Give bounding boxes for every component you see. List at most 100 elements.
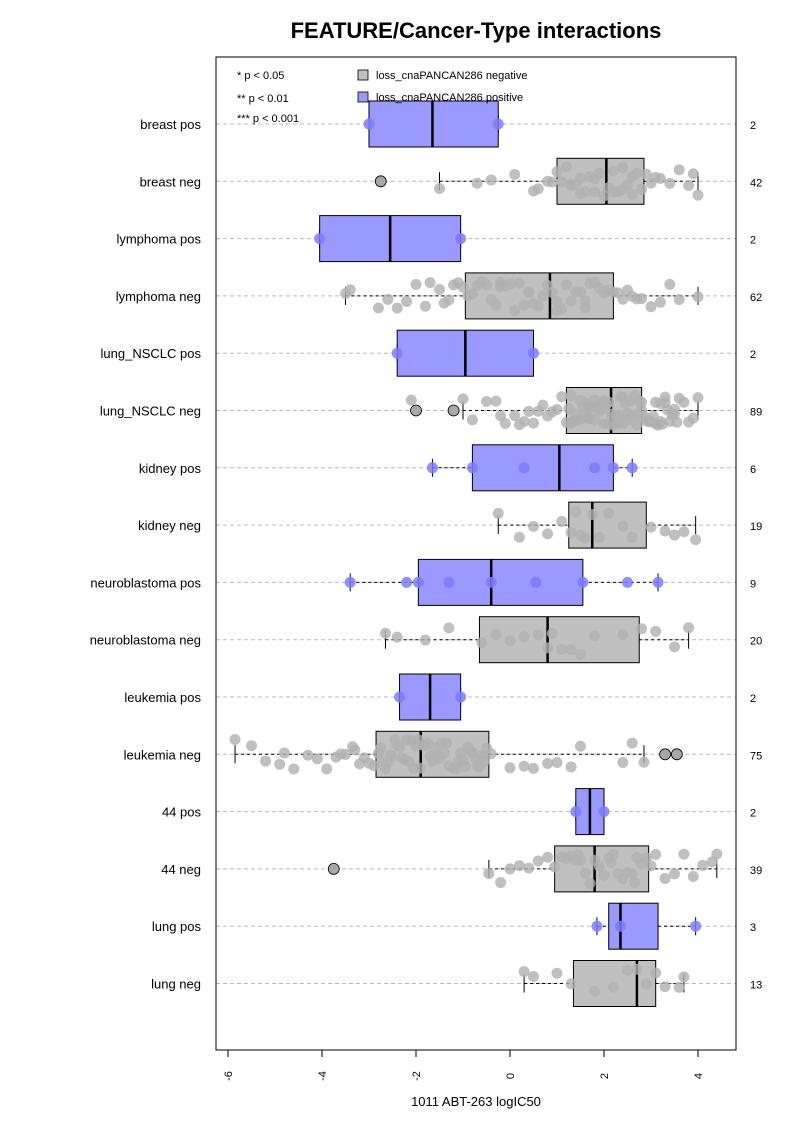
group-count: 42 [750,177,762,189]
data-point [626,462,638,474]
data-point [382,293,394,305]
legend-swatch-negative [357,69,369,81]
data-point [711,848,723,860]
data-point [636,404,648,416]
data-point [690,534,702,546]
data-point [626,868,638,880]
data-point [314,233,326,245]
group-count: 13 [750,980,762,992]
data-point [528,417,539,429]
group-label: lung_NSCLC neg [100,404,201,419]
x-tick-label: -2 [411,1071,423,1081]
data-point [650,625,662,637]
data-point [391,347,403,359]
group-count: 19 [750,521,762,533]
data-point [575,286,586,298]
data-point [347,741,359,753]
data-point [652,576,664,588]
data-point [593,532,605,544]
data-point [495,276,507,288]
data-point [434,183,445,195]
data-point [368,760,380,772]
data-point [687,871,699,883]
data-point [673,164,685,176]
data-point [391,302,403,314]
x-tick-label: -6 [223,1071,235,1081]
data-point [426,755,438,767]
data-point [436,737,448,749]
data-point [509,410,521,422]
data-point [391,631,403,643]
data-point [450,763,462,775]
data-point [614,920,626,932]
chart-title: FEATURE/Cancer-Type interactions [291,18,662,43]
data-point [492,118,504,130]
data-point [570,806,582,818]
group-count: 75 [750,750,762,762]
group-label: 44 neg [161,862,201,877]
data-point [589,630,601,642]
data-point [466,414,478,426]
data-point [481,395,492,407]
data-point [288,763,300,775]
series-legend: loss_cnaPANCAN286 negative loss_cnaPANCA… [357,69,527,104]
data-point [542,528,554,540]
data-point [565,761,577,773]
legend-swatch-positive [357,91,369,103]
data-point [659,397,671,409]
data-point [622,576,633,588]
data-point [398,753,410,765]
outlier-point [410,404,422,417]
data-point [584,877,596,889]
data-point [528,762,539,774]
data-point [518,966,530,978]
data-point [401,296,413,308]
data-point [274,758,286,770]
data-point [504,863,516,875]
group-count: 39 [750,865,762,877]
box-pos [417,558,584,606]
data-point [697,859,709,871]
data-point [690,920,702,932]
group-label: lung pos [152,919,202,934]
group-labels: breast pos breast neg lymphoma pos lymphoma… [90,117,202,992]
data-point [654,415,666,427]
data-point [363,118,375,130]
data-point [260,755,272,767]
data-point [650,967,662,979]
data-point [344,284,356,296]
sig-legend-2: ** p < 0.01 [237,93,289,105]
data-point [565,644,577,656]
group-label: lymphoma neg [116,289,201,304]
data-point [579,397,591,409]
data-point [513,531,525,543]
data-point [570,506,582,518]
data-point [384,749,396,761]
data-point [617,757,629,769]
data-point [650,848,662,860]
data-point [598,806,610,818]
data-point [455,747,467,759]
data-point [650,396,662,408]
data-point [687,412,699,424]
data-point [565,295,577,307]
data-point [556,643,568,655]
data-point [302,749,314,761]
data-point [575,188,586,200]
data-point [513,277,525,289]
data-point [551,403,563,415]
group-label: neuroblastoma pos [90,575,201,590]
data-point [408,762,420,774]
data-point [617,520,629,532]
data-point [622,414,633,426]
data-point [335,748,347,760]
data-point [607,981,619,993]
data-point [659,873,671,885]
data-point [565,978,577,990]
data-point [572,849,584,861]
data-point [560,279,572,291]
data-point [513,860,525,872]
data-point [551,166,563,178]
data-point [426,462,438,474]
data-point [607,165,619,177]
